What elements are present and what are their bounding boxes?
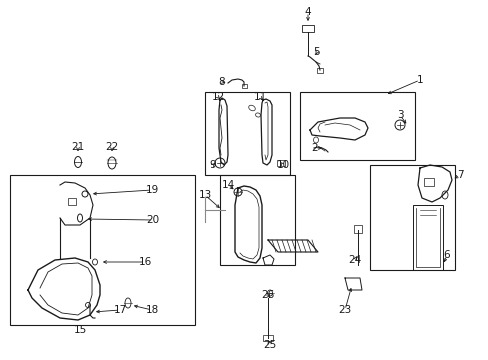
Text: 1: 1: [416, 75, 423, 85]
Text: 4: 4: [304, 7, 311, 17]
Bar: [242, 84, 246, 88]
Bar: [263, 335, 272, 341]
Text: 10: 10: [276, 160, 289, 170]
Bar: [353, 225, 361, 233]
Text: 7: 7: [456, 170, 462, 180]
Text: 18: 18: [145, 305, 158, 315]
Text: 3: 3: [396, 110, 403, 120]
Text: 11: 11: [253, 92, 266, 102]
Text: 12: 12: [211, 92, 224, 102]
Text: 19: 19: [145, 185, 158, 195]
Bar: [299, 92, 414, 160]
Bar: [423, 178, 433, 186]
Text: 2: 2: [311, 143, 318, 153]
Text: 17: 17: [113, 305, 126, 315]
Text: 26: 26: [261, 290, 274, 300]
Bar: [302, 25, 313, 32]
Bar: [316, 68, 323, 73]
Bar: [412, 205, 442, 270]
Bar: [204, 92, 289, 175]
Text: 15: 15: [73, 325, 86, 335]
Bar: [220, 175, 294, 265]
Text: 24: 24: [347, 255, 361, 265]
Text: 25: 25: [263, 340, 276, 350]
Bar: [369, 165, 454, 270]
Text: 14: 14: [221, 180, 234, 190]
Text: 16: 16: [138, 257, 151, 267]
Text: 5: 5: [313, 47, 320, 57]
Text: 9: 9: [209, 160, 216, 170]
Bar: [10, 175, 195, 325]
Text: 6: 6: [443, 250, 449, 260]
Bar: [276, 160, 285, 166]
Text: 22: 22: [105, 142, 119, 152]
Text: 20: 20: [146, 215, 159, 225]
Text: 8: 8: [218, 77, 225, 87]
Text: 23: 23: [338, 305, 351, 315]
Text: 13: 13: [198, 190, 211, 200]
Bar: [68, 198, 76, 205]
Text: 21: 21: [71, 142, 84, 152]
